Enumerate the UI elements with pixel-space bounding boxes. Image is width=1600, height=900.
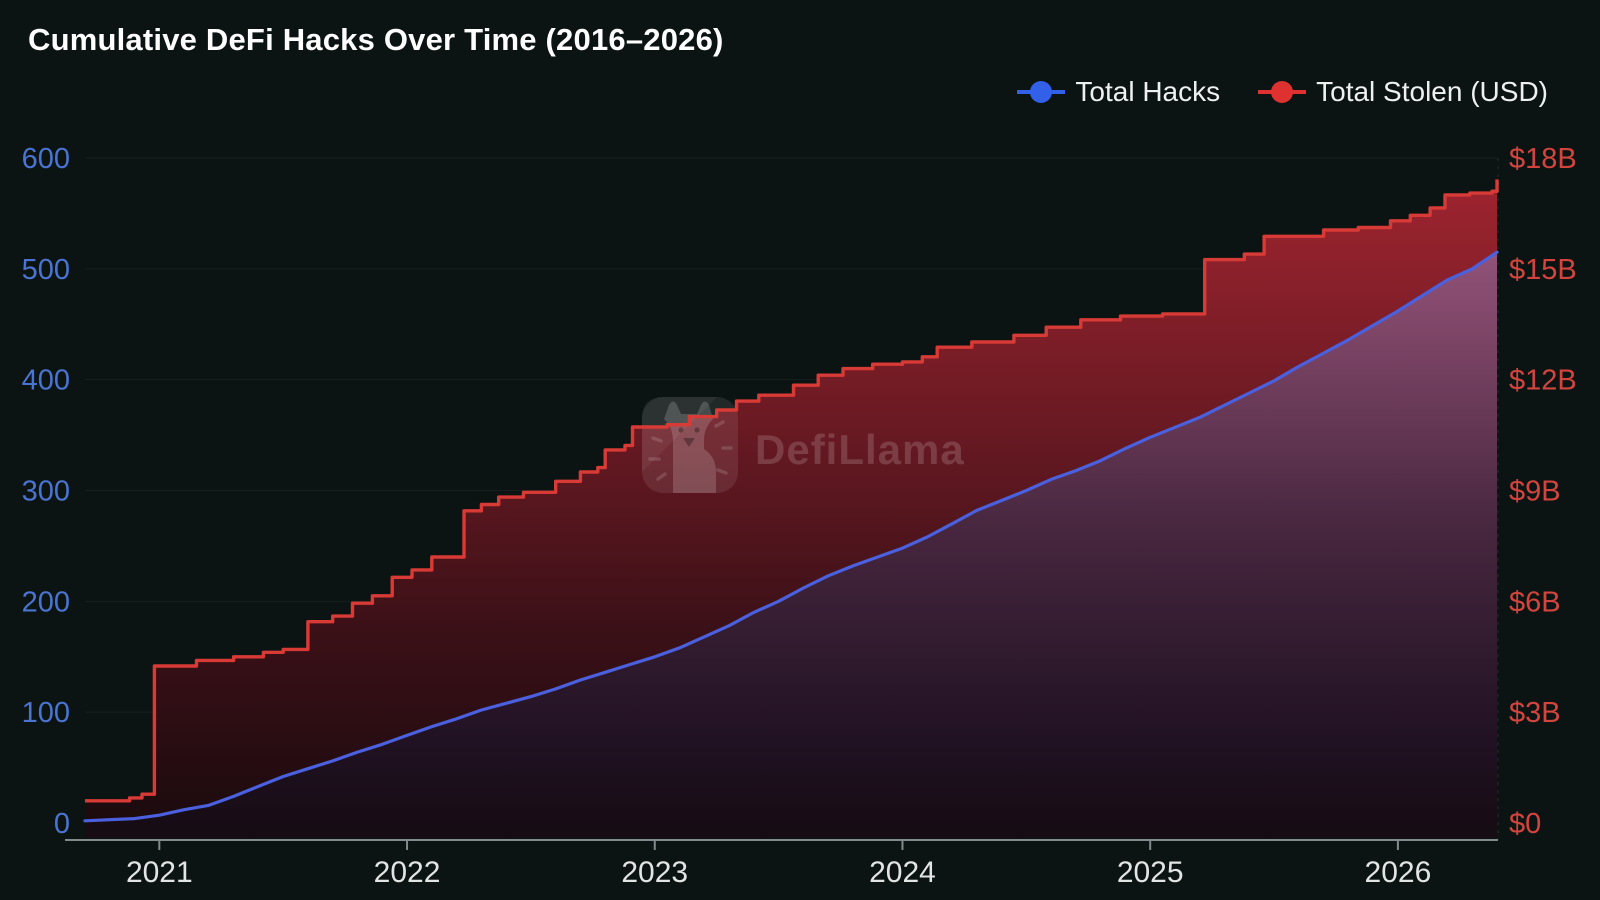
x-tick-label: 2025 [1117, 856, 1184, 889]
legend-item-total-hacks[interactable]: Total Hacks [1015, 76, 1220, 108]
right-tick-label: $0 [1509, 808, 1541, 840]
total-hacks-area [85, 252, 1497, 838]
left-tick-label: 200 [22, 586, 70, 618]
legend-item-total-stolen[interactable]: Total Stolen (USD) [1256, 76, 1548, 108]
total-stolen-line [85, 179, 1499, 803]
right-tick-label: $9B [1509, 476, 1561, 508]
total-hacks-line [83, 250, 1499, 823]
x-tick-label: 2024 [869, 856, 936, 889]
right-tick-label: $18B [1509, 143, 1577, 175]
left-tick-label: 100 [22, 697, 70, 729]
right-tick-label: $12B [1509, 365, 1577, 397]
chart-title: Cumulative DeFi Hacks Over Time (2016–20… [28, 22, 724, 57]
right-tick-label: $6B [1509, 586, 1561, 618]
right-tick-label: $3B [1509, 697, 1561, 729]
x-tick-label: 2026 [1365, 856, 1432, 889]
right-tick-label: $15B [1509, 254, 1577, 286]
legend-label-total-hacks: Total Hacks [1075, 76, 1221, 107]
x-tick-label: 2021 [126, 856, 193, 889]
x-tick-label: 2022 [374, 856, 441, 889]
watermark-text: DefiLlama [755, 426, 965, 473]
x-axis: 2021 2022 2023 2024 2025 2026 [65, 839, 1498, 889]
left-axis-labels: 0 100 200 300 400 500 600 [22, 143, 70, 840]
legend-marker-blue-icon [1017, 81, 1066, 103]
legend-label-total-stolen: Total Stolen (USD) [1316, 76, 1548, 107]
left-tick-label: 400 [22, 365, 70, 397]
legend-marker-red-icon [1258, 81, 1307, 103]
left-tick-label: 300 [22, 476, 70, 508]
right-axis-labels: $0 $3B $6B $9B $12B $15B $18B [1509, 143, 1577, 840]
x-tick-label: 2023 [621, 856, 688, 889]
left-tick-label: 0 [54, 808, 70, 840]
left-tick-label: 500 [22, 254, 70, 286]
legend: Total Hacks Total Stolen (USD) [1015, 76, 1548, 108]
left-tick-label: 600 [22, 143, 70, 175]
